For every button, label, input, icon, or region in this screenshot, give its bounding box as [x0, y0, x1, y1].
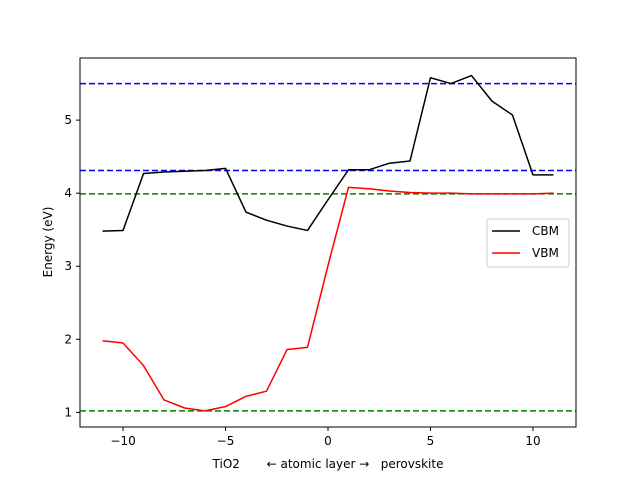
x-axis-ticks: −10 −5 0 5 10	[110, 427, 541, 448]
y-tick-label: 3	[64, 259, 72, 273]
y-axis-ticks: 1 2 3 4 5	[64, 113, 80, 419]
x-axis-label: TiO2 ← atomic layer → perovskite	[212, 457, 444, 471]
reference-lines	[80, 82, 576, 412]
y-tick-label: 1	[64, 405, 72, 419]
data-series	[102, 74, 554, 412]
y-tick-label: 5	[64, 113, 72, 127]
x-tick-label: 0	[324, 434, 332, 448]
x-tick-label: −10	[110, 434, 135, 448]
y-tick-label: 2	[64, 332, 72, 346]
legend: CBM VBM	[486, 218, 570, 268]
y-tick-label: 4	[64, 186, 72, 200]
legend-label-cbm: CBM	[532, 224, 559, 238]
series-line-vbm	[102, 186, 554, 412]
y-axis-label: Energy (eV)	[41, 207, 55, 278]
series-line-cbm	[102, 74, 554, 232]
x-tick-label: 5	[427, 434, 435, 448]
x-tick-label: 10	[525, 434, 540, 448]
x-tick-label: −5	[217, 434, 235, 448]
legend-label-vbm: VBM	[532, 246, 559, 260]
